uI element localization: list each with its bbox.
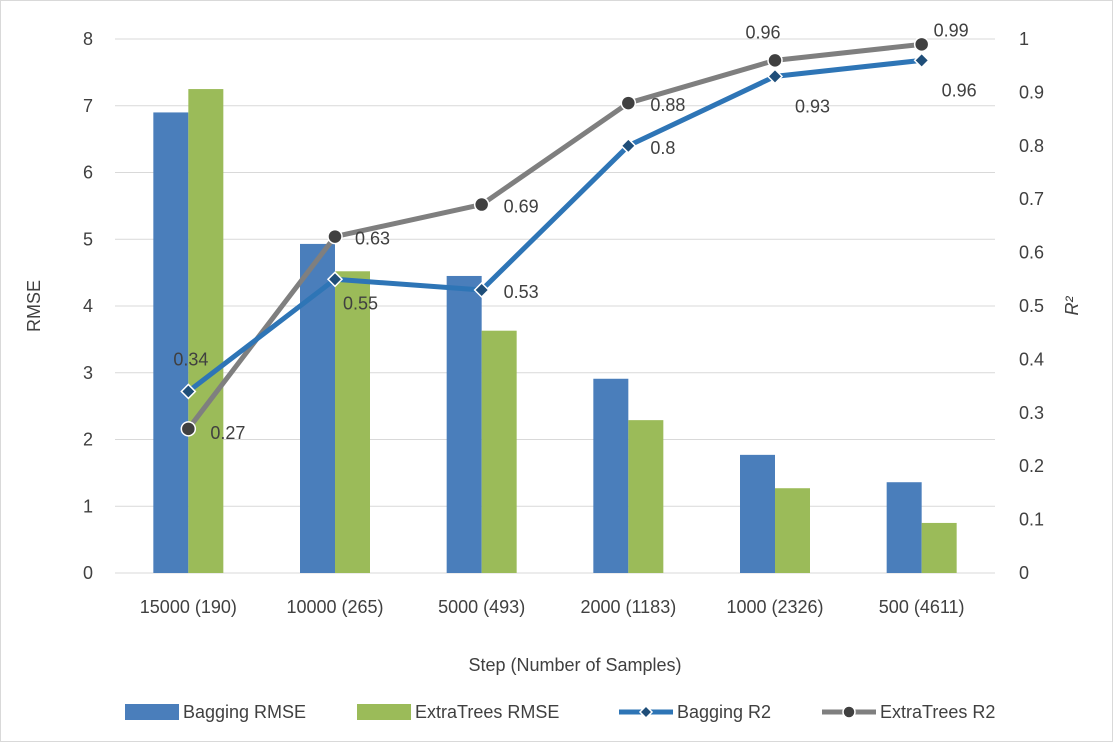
bagging-r2-data-label: 0.8: [650, 138, 675, 158]
x-tick-label: 5000 (493): [438, 597, 525, 617]
y-tick-label: 3: [83, 363, 93, 383]
y-tick-label: 0: [83, 563, 93, 583]
x-tick-label: 2000 (1183): [580, 597, 676, 617]
gridlines: [115, 38, 995, 574]
bar-extratrees-rmse: [481, 330, 517, 573]
bagging-r2-data-label: 0.93: [795, 96, 830, 116]
bar-bagging-rmse: [446, 275, 482, 573]
legend-bagging-r2: Bagging R2: [619, 702, 771, 722]
legend-extratrees-r2: ExtraTrees R2: [822, 702, 995, 722]
y2-tick-label: 0.5: [1019, 296, 1044, 316]
legend-swatch: [357, 704, 411, 720]
bagging-r2-data-label: 0.34: [173, 349, 208, 369]
extratrees-r2-data-label: 0.88: [650, 95, 685, 115]
legend-extratrees-rmse: ExtraTrees RMSE: [357, 702, 559, 722]
bagging-r2-line: [186, 57, 922, 394]
y2-tick-label: 0.7: [1019, 189, 1044, 209]
legend-swatch: [125, 704, 179, 720]
y2-tick-label: 0: [1019, 563, 1029, 583]
extratrees-r2-point: [913, 36, 930, 53]
extratrees-r2-point: [620, 95, 637, 111]
y-axis-title: RMSE: [24, 280, 44, 332]
axes: 0 1 2 3 4 5 6 7 8 0 0.1 0.2 0.3 0.4 0.5 0.6 0.7 0.8 0.9 1 15…: [83, 29, 1044, 617]
extratrees-r2-point: [473, 196, 490, 213]
bagging-r2-point: [766, 68, 784, 85]
bar-bagging-rmse: [153, 112, 189, 574]
data-labels: 0.34 0.55 0.53 0.8 0.93 0.96 0.27 0.63 0.69 0.88 0…: [173, 20, 976, 442]
bar-extratrees-rmse: [188, 89, 224, 573]
bagging-r2-point: [326, 271, 344, 288]
bagging-r2-data-label: 0.53: [504, 282, 539, 302]
bagging-r2-point: [620, 137, 637, 154]
y2-tick-label: 1: [1019, 29, 1029, 49]
extratrees-r2-point: [180, 421, 197, 437]
extratrees-r2-line: [186, 41, 922, 431]
x-tick-label: 10000 (265): [286, 597, 383, 617]
bagging-r2-data-label: 0.55: [343, 293, 378, 313]
bar-bagging-rmse: [593, 378, 629, 573]
bagging-r2-point: [913, 52, 930, 69]
legend-label: ExtraTrees R2: [880, 702, 995, 722]
y2-tick-label: 0.9: [1019, 82, 1044, 102]
extratrees-r2-data-label: 0.69: [504, 197, 539, 217]
x-axis-title: Step (Number of Samples): [468, 655, 681, 675]
y2-axis-title: R²: [1062, 296, 1082, 316]
y-tick-label: 7: [83, 96, 93, 116]
extratrees-r2-data-label: 0.99: [934, 20, 969, 40]
y2-tick-label: 0.8: [1019, 136, 1044, 156]
bar-extratrees-rmse: [775, 488, 810, 573]
legend-label: Bagging RMSE: [183, 702, 306, 722]
legend: Bagging RMSE ExtraTrees RMSE Bagging R2 Ext…: [125, 702, 995, 722]
extratrees-r2-data-label: 0.27: [210, 423, 245, 443]
x-tick-label: 1000 (2326): [726, 597, 823, 617]
bars: [153, 89, 957, 574]
y-tick-label: 6: [83, 163, 93, 183]
y2-tick-label: 0.2: [1019, 456, 1044, 476]
legend-marker: [842, 705, 856, 719]
legend-marker: [638, 704, 654, 720]
y2-tick-label: 0.1: [1019, 510, 1044, 530]
bagging-r2-point: [180, 383, 197, 400]
extratrees-r2-data-label: 0.63: [355, 229, 390, 249]
bar-bagging-rmse: [740, 454, 775, 573]
y2-tick-label: 0.4: [1019, 349, 1044, 369]
legend-label: Bagging R2: [677, 702, 771, 722]
x-tick-label: 500 (4611): [879, 597, 965, 617]
bagging-r2-data-label: 0.96: [942, 80, 977, 100]
legend-label: ExtraTrees RMSE: [415, 702, 559, 722]
r2-lines: [180, 36, 930, 437]
bar-extratrees-rmse: [921, 522, 957, 573]
legend-bagging-rmse: Bagging RMSE: [125, 702, 306, 722]
y-tick-label: 2: [83, 430, 93, 450]
bar-extratrees-rmse: [628, 420, 664, 573]
bar-extratrees-rmse: [335, 271, 370, 573]
bagging-r2-point: [473, 281, 490, 299]
extratrees-r2-point: [767, 52, 783, 69]
y2-tick-label: 0.6: [1019, 243, 1044, 263]
y2-tick-label: 0.3: [1019, 403, 1044, 423]
x-tick-label: 15000 (190): [140, 597, 237, 617]
y-tick-label: 8: [83, 29, 93, 49]
extratrees-r2-point: [327, 228, 343, 245]
y-tick-label: 1: [83, 496, 93, 516]
extratrees-r2-data-label: 0.96: [745, 22, 780, 42]
bar-bagging-rmse: [886, 482, 922, 573]
y-tick-label: 4: [83, 296, 93, 316]
y-tick-label: 5: [83, 229, 93, 249]
